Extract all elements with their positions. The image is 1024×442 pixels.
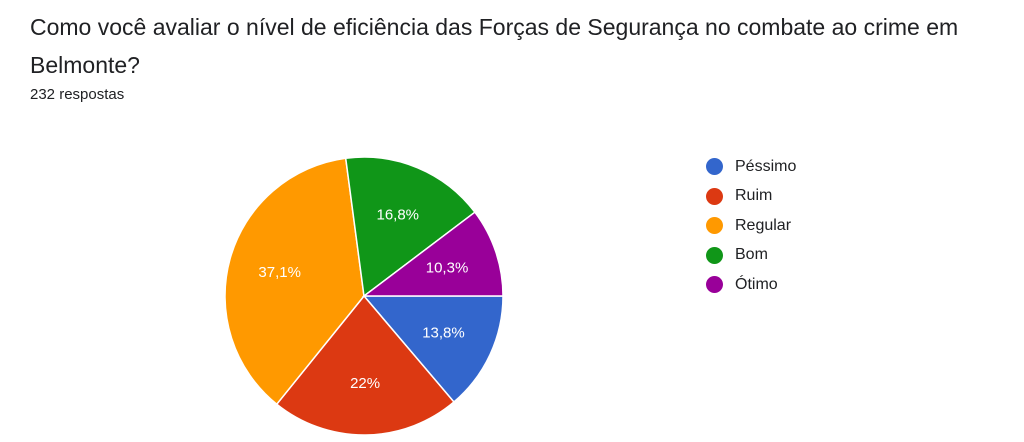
- legend-item-3[interactable]: Bom: [706, 241, 796, 271]
- legend-swatch-0: [706, 158, 723, 176]
- response-count: 232 respostas: [30, 86, 125, 103]
- legend-swatch-4: [706, 276, 723, 294]
- pie-label-1: 22%: [350, 375, 380, 392]
- pie-slice-0[interactable]: [362, 295, 504, 404]
- chart-legend: Péssimo Ruim Regular Bom Ótimo: [706, 152, 796, 300]
- pie-slice-3[interactable]: [344, 156, 476, 298]
- question-title: Como você avaliar o nível de eficiência …: [30, 14, 959, 78]
- legend-label-2: Regular: [735, 216, 792, 234]
- pie-label-0: 13,8%: [422, 324, 465, 341]
- legend-label-1: Ruim: [735, 187, 773, 205]
- legend-label-3: Bom: [735, 246, 768, 264]
- legend-swatch-3: [706, 246, 723, 264]
- legend-item-4[interactable]: Ótimo: [706, 270, 796, 300]
- legend-swatch-1: [706, 187, 723, 205]
- pie-label-2: 37,1%: [258, 264, 301, 281]
- legend-label-4: Ótimo: [735, 275, 778, 293]
- legend-item-1[interactable]: Ruim: [706, 182, 796, 212]
- legend-swatch-2: [706, 217, 723, 235]
- legend-item-0[interactable]: Péssimo: [706, 152, 796, 182]
- pie-label-3: 16,8%: [376, 207, 419, 224]
- legend-item-2[interactable]: Regular: [706, 211, 796, 241]
- pie-slice-1[interactable]: [275, 294, 455, 436]
- pie-slice-2[interactable]: [224, 157, 365, 406]
- pie-label-4: 10,3%: [426, 260, 469, 277]
- pie-slice-4[interactable]: [361, 211, 504, 297]
- legend-label-0: Péssimo: [735, 157, 797, 175]
